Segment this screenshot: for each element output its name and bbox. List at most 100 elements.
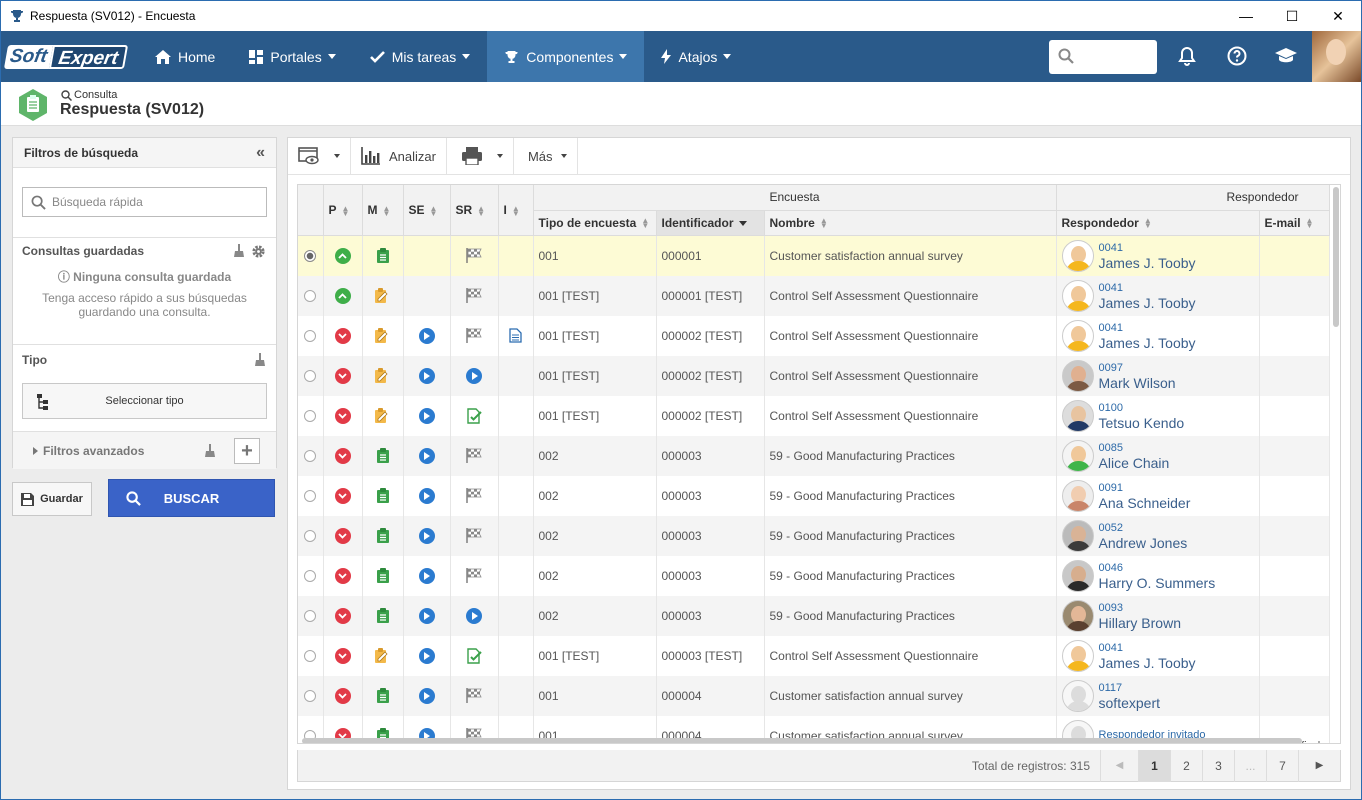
softexpert-logo[interactable]: Soft Expert [3, 44, 130, 70]
row-radio[interactable] [304, 690, 317, 703]
column-header-i[interactable]: I ▲ ▼ [498, 185, 534, 236]
respondent-name[interactable]: Andrew Jones [1098, 534, 1188, 551]
chevron-up-icon[interactable] [334, 287, 351, 304]
play-icon[interactable] [418, 407, 435, 424]
play-icon[interactable] [418, 447, 435, 464]
print-button[interactable] [447, 137, 514, 175]
minimize-button[interactable]: — [1239, 8, 1253, 24]
play-icon[interactable] [418, 687, 435, 704]
nav-home[interactable]: Home [138, 31, 232, 82]
breadcrumb[interactable]: Consulta [61, 89, 117, 101]
row-radio[interactable] [304, 610, 317, 623]
table-row[interactable]: 001 [TEST] 000003 [TEST] Control Self Asse… [298, 635, 1330, 676]
respondent-name[interactable]: Ana Schneider [1098, 494, 1191, 511]
row-select-cell[interactable] [298, 595, 324, 636]
help-icon[interactable] [1226, 45, 1248, 67]
play-icon[interactable] [418, 327, 435, 344]
save-button[interactable]: Guardar [12, 482, 92, 516]
row-select-cell[interactable] [298, 395, 324, 436]
chevron-down-icon[interactable] [334, 487, 351, 504]
document-icon[interactable] [509, 328, 522, 343]
close-button[interactable]: ✕ [1332, 7, 1344, 24]
play-icon[interactable] [418, 647, 435, 664]
row-select-cell[interactable] [298, 475, 324, 516]
play-icon[interactable] [418, 367, 435, 384]
column-header-identificador[interactable]: Identificador [656, 210, 765, 236]
chevron-down-icon[interactable] [334, 647, 351, 664]
table-row[interactable]: 001 000001 Customer satisfaction annual su… [298, 235, 1330, 276]
broom-icon[interactable] [204, 444, 216, 458]
column-header-m[interactable]: M ▲ ▼ [362, 185, 404, 236]
chevron-up-icon[interactable] [334, 247, 351, 264]
chevron-down-icon[interactable] [334, 327, 351, 344]
user-avatar[interactable] [1312, 31, 1361, 82]
row-radio[interactable] [304, 490, 317, 503]
chevron-down-icon[interactable] [334, 367, 351, 384]
graduation-cap-icon[interactable] [1275, 45, 1297, 67]
play-icon[interactable] [418, 527, 435, 544]
column-header-email[interactable]: E-mail ▲ ▼ [1259, 210, 1330, 236]
page-7-button[interactable]: 7 [1266, 749, 1298, 782]
row-radio[interactable] [304, 370, 317, 383]
vertical-scrollbar[interactable] [1333, 187, 1339, 327]
table-row[interactable]: 002 000003 59 - Good Manufacturing Practic… [298, 515, 1330, 556]
row-select-cell[interactable] [298, 435, 324, 476]
play-icon[interactable] [418, 567, 435, 584]
page-2-button[interactable]: 2 [1170, 749, 1202, 782]
column-header-nombre[interactable]: Nombre ▲ ▼ [764, 210, 1057, 236]
row-select-cell[interactable] [298, 355, 324, 396]
row-select-cell[interactable] [298, 315, 324, 356]
chevron-down-icon[interactable] [334, 407, 351, 424]
analyze-button[interactable]: Analizar [351, 137, 447, 175]
play-icon[interactable] [418, 487, 435, 504]
bell-icon[interactable] [1176, 45, 1198, 67]
row-select-cell[interactable] [298, 515, 324, 556]
column-header-respondedor[interactable]: Respondedor ▲ ▼ [1056, 210, 1260, 236]
respondent-name[interactable]: James J. Tooby [1098, 294, 1196, 311]
broom-icon[interactable] [254, 353, 266, 367]
quick-search-input[interactable]: Búsqueda rápida [22, 187, 267, 217]
respondent-name[interactable]: James J. Tooby [1098, 654, 1196, 671]
table-row[interactable]: 002 000003 59 - Good Manufacturing Practic… [298, 595, 1330, 636]
table-row[interactable]: 002 000003 59 - Good Manufacturing Practic… [298, 435, 1330, 476]
row-radio[interactable] [304, 330, 317, 343]
column-header-p[interactable]: P ▲ ▼ [323, 185, 363, 236]
row-select-cell[interactable] [298, 275, 324, 316]
play-icon[interactable] [466, 367, 482, 384]
respondent-name[interactable]: softexpert [1098, 694, 1160, 711]
more-button[interactable]: Más [514, 137, 578, 175]
row-select-cell[interactable] [298, 675, 324, 716]
gear-icon[interactable] [251, 244, 266, 259]
chevron-down-icon[interactable] [334, 687, 351, 704]
table-row[interactable]: 002 000003 59 - Good Manufacturing Practic… [298, 475, 1330, 516]
broom-icon[interactable] [233, 244, 245, 258]
chevron-down-icon[interactable] [334, 527, 351, 544]
row-radio[interactable] [304, 250, 317, 263]
prev-page-button[interactable]: ◀ [1100, 749, 1138, 782]
nav-atajos[interactable]: Atajos [644, 31, 748, 82]
horizontal-scrollbar[interactable] [302, 738, 1302, 743]
column-header-tipo[interactable]: Tipo de encuesta ▲ ▼ [533, 210, 657, 236]
column-header-sr[interactable]: SR ▲ ▼ [450, 185, 499, 236]
column-header-se[interactable]: SE ▲ ▼ [403, 185, 451, 236]
row-select-cell[interactable] [298, 635, 324, 676]
respondent-name[interactable]: James J. Tooby [1098, 254, 1196, 271]
table-row[interactable]: 001 [TEST] 000002 [TEST] Control Self Asse… [298, 315, 1330, 356]
nav-componentes[interactable]: Componentes [487, 31, 645, 82]
row-radio[interactable] [304, 650, 317, 663]
table-row[interactable]: 001 000004 Customer satisfaction annual su… [298, 675, 1330, 716]
maximize-button[interactable]: ☐ [1285, 7, 1299, 24]
play-icon[interactable] [466, 607, 482, 624]
respondent-name[interactable]: Mark Wilson [1098, 374, 1176, 391]
chevron-down-icon[interactable] [334, 607, 351, 624]
select-type-button[interactable]: Seleccionar tipo [22, 383, 267, 419]
row-radio[interactable] [304, 450, 317, 463]
respondent-name[interactable]: Alice Chain [1098, 454, 1170, 471]
chevron-down-icon[interactable] [334, 567, 351, 584]
search-button[interactable]: BUSCAR [108, 479, 275, 517]
table-row[interactable]: 001 [TEST] 000002 [TEST] Control Self Asse… [298, 395, 1330, 436]
row-radio[interactable] [304, 530, 317, 543]
play-icon[interactable] [418, 607, 435, 624]
table-row[interactable]: 001 [TEST] 000002 [TEST] Control Self Asse… [298, 355, 1330, 396]
row-select-cell[interactable] [298, 235, 324, 276]
